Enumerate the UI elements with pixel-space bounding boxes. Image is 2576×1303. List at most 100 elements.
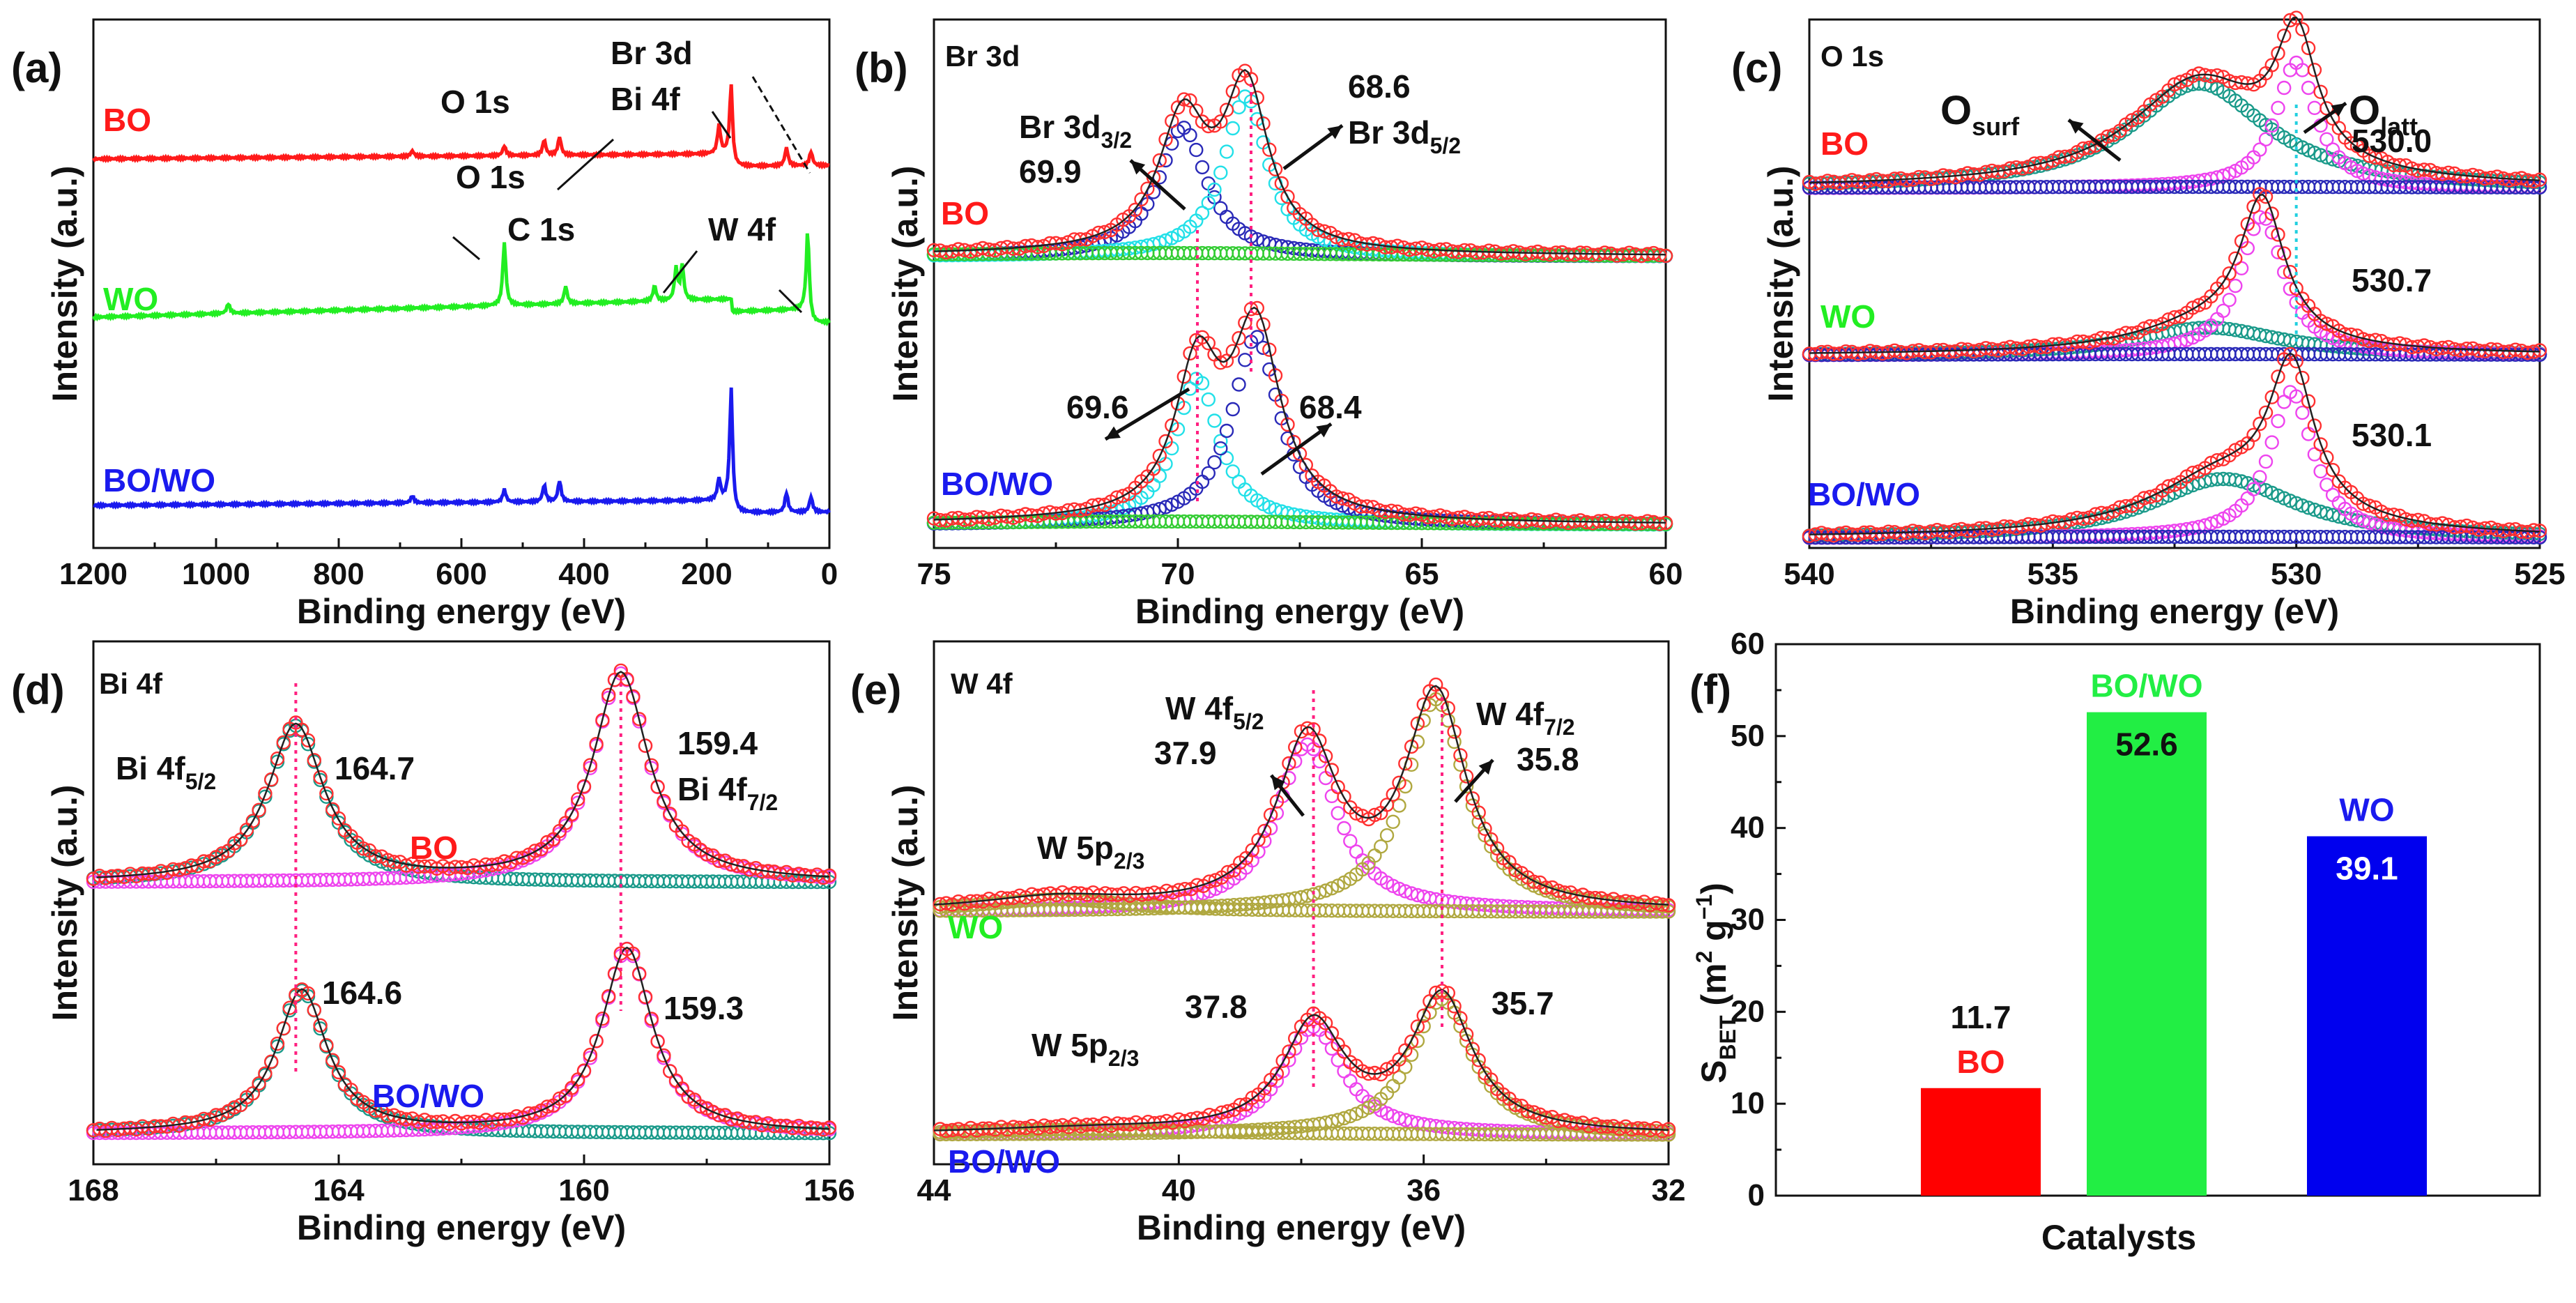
panel-b-component-1-0 (1225, 464, 1241, 479)
panel-d-envelope-point (282, 1000, 297, 1015)
panel-d-sample-bo: BO (410, 830, 458, 866)
panel-d-envelope-point (337, 823, 352, 838)
panel-d-xtick-label: 168 (68, 1173, 118, 1207)
panel-d-envelope-point (319, 1038, 334, 1053)
panel-b-value-bowo-1: 69.6 (1066, 389, 1129, 425)
panel-e-component-1-0 (1392, 1111, 1406, 1126)
panel-b-component-0-0 (1189, 142, 1204, 158)
panel-d-value-bowo-1: 164.6 (322, 975, 402, 1011)
panel-c-component-0-1 (2258, 132, 2274, 147)
panel-b-envelope-point (1183, 346, 1197, 361)
panel-c-fit-line-0 (1809, 16, 2540, 184)
panel-c-component-0-1 (2264, 118, 2279, 133)
panel-b-element: Br 3d (945, 40, 1020, 73)
panel-e-envelope-point (1526, 1105, 1542, 1120)
panel-e-sample-wo: WO (948, 909, 1003, 945)
panel-d-envelope-point (626, 689, 641, 704)
panel-c-envelope-point (2276, 246, 2292, 261)
panel-b-component-0-1 (1232, 100, 1246, 115)
panel-e-xtick-label: 44 (917, 1173, 951, 1207)
panel-d-envelope-point (632, 966, 647, 981)
panel-e-component-0-0 (1410, 887, 1425, 903)
panel-d-envelope-point (276, 735, 291, 750)
panel-d-envelope-point (638, 738, 653, 753)
panel-c-component-2-1 (2276, 395, 2292, 409)
panel-e-envelope-point (1269, 794, 1285, 809)
panel-b: (b) Br 3d BO BO/WO Br 3d3/2 69.9 68.6 Br… (854, 40, 1461, 502)
panel-c-osurf-main: O (1940, 88, 1972, 133)
panel-f-bar-bo (1921, 1088, 2041, 1196)
panel-e-w5p-top-main: W 5p (1037, 830, 1114, 866)
panel-e-component-0-1 (1453, 757, 1468, 772)
panel-f-ylabel: SBET (m2 g−1) (1692, 883, 1740, 1083)
panel-d-envelope-point (638, 989, 653, 1005)
panel-c-envelope-point (2264, 390, 2279, 404)
panel-e-tag: (e) (850, 666, 901, 713)
panel-e-sample-bowo: BO/WO (948, 1143, 1060, 1180)
panel-c-fit-line-2 (1809, 352, 2540, 535)
panel-b-envelope-point (1152, 153, 1167, 168)
panel-f-ytick-label: 60 (1731, 627, 1765, 661)
panel-b-envelope-point (1305, 468, 1319, 483)
panel-e-envelope-point (1263, 807, 1278, 823)
panel-e-envelope-point (1275, 1053, 1290, 1068)
panel-c-envelope-point (1808, 176, 1823, 191)
panel-c-ylabel: Intensity (a.u.) (1761, 166, 1800, 402)
panel-b-value-bowo-2: 68.4 (1299, 389, 1362, 425)
panel-b-envelope-point (1298, 457, 1314, 473)
panel-d-envelope-point (663, 1064, 677, 1079)
panel-d-envelope-point (705, 848, 720, 863)
panel-c-envelope-point (2258, 190, 2274, 204)
panel-e-w52-label: W 4f5/2 (1165, 690, 1264, 734)
panel-c-envelope-point (2295, 22, 2310, 37)
panel-b-component-1-1 (1238, 353, 1252, 367)
panel-b-br32-sub: 3/2 (1101, 128, 1132, 153)
panel-e-component-0-0 (1269, 806, 1285, 821)
panel-b-envelope-point (1262, 142, 1277, 157)
panel-d-value-bowo-2: 159.3 (664, 990, 744, 1026)
panel-e-envelope-point (1343, 800, 1358, 815)
panel-e-component-0-1 (1331, 878, 1345, 893)
panel-b-value-bo-2: 68.6 (1348, 68, 1411, 105)
panel-c-component-2-1 (2258, 454, 2274, 469)
panel-a-arrow (452, 236, 480, 261)
panel-c-envelope-point (2253, 416, 2267, 432)
panel-b-br52-sub: 5/2 (1430, 133, 1461, 158)
panel-c-envelope-point (2234, 234, 2249, 249)
panel-d-envelope-point (644, 1012, 659, 1026)
panel-e-value-bowo-2: 35.7 (1492, 985, 1554, 1021)
panel-b-br32-label: Br 3d3/2 (1019, 109, 1132, 153)
panel-c-component-2-0 (2313, 504, 2328, 519)
panel-b-component-1-1 (1165, 497, 1179, 512)
panel-a-peak-o1s-b: O 1s (456, 159, 526, 195)
panel-d-bi72-label: Bi 4f7/2 (677, 771, 778, 815)
panel-c-envelope-point (2301, 394, 2316, 409)
panel-f-xlabel: Catalysts (2041, 1218, 2196, 1257)
panel-a-xtick-label: 200 (681, 557, 732, 591)
panel-d-envelope-point (657, 1048, 671, 1063)
panel-b-fit-line-1 (933, 306, 1666, 524)
panel-c-envelope-point (2325, 463, 2340, 478)
panel-e-element: W 4f (951, 667, 1013, 700)
panel-c-envelope-point (2313, 437, 2328, 452)
panel-e-envelope-point (1324, 763, 1340, 777)
panel-c-component-1-1 (2271, 245, 2285, 259)
panel-c-envelope-point (2191, 464, 2207, 479)
panel-b-envelope-point (1250, 300, 1265, 316)
panel-c-component-1-1 (2185, 330, 2200, 345)
panel-d-envelope-point (86, 871, 101, 886)
panel-b-component-1-1 (1219, 423, 1234, 439)
panel-b-component-0-0 (1262, 236, 1277, 251)
panel-c-component-2-1 (2362, 515, 2377, 530)
panel-b-envelope-point (1165, 418, 1179, 433)
panel-a-peak-bi4f: Bi 4f (611, 81, 680, 117)
panel-c-component-2-0 (2301, 501, 2316, 515)
panel-c-envelope-point (2368, 150, 2383, 165)
panel-d-envelope-point (258, 1066, 273, 1081)
panel-a-tag: (a) (11, 45, 62, 91)
panel-b-envelope-point (1165, 114, 1179, 128)
panel-e-xtick-label: 32 (1652, 1173, 1686, 1207)
panel-b-component-1-0 (1201, 392, 1216, 407)
panel-d-envelope-point (583, 758, 597, 772)
panel-e-envelope-point (1544, 880, 1560, 895)
